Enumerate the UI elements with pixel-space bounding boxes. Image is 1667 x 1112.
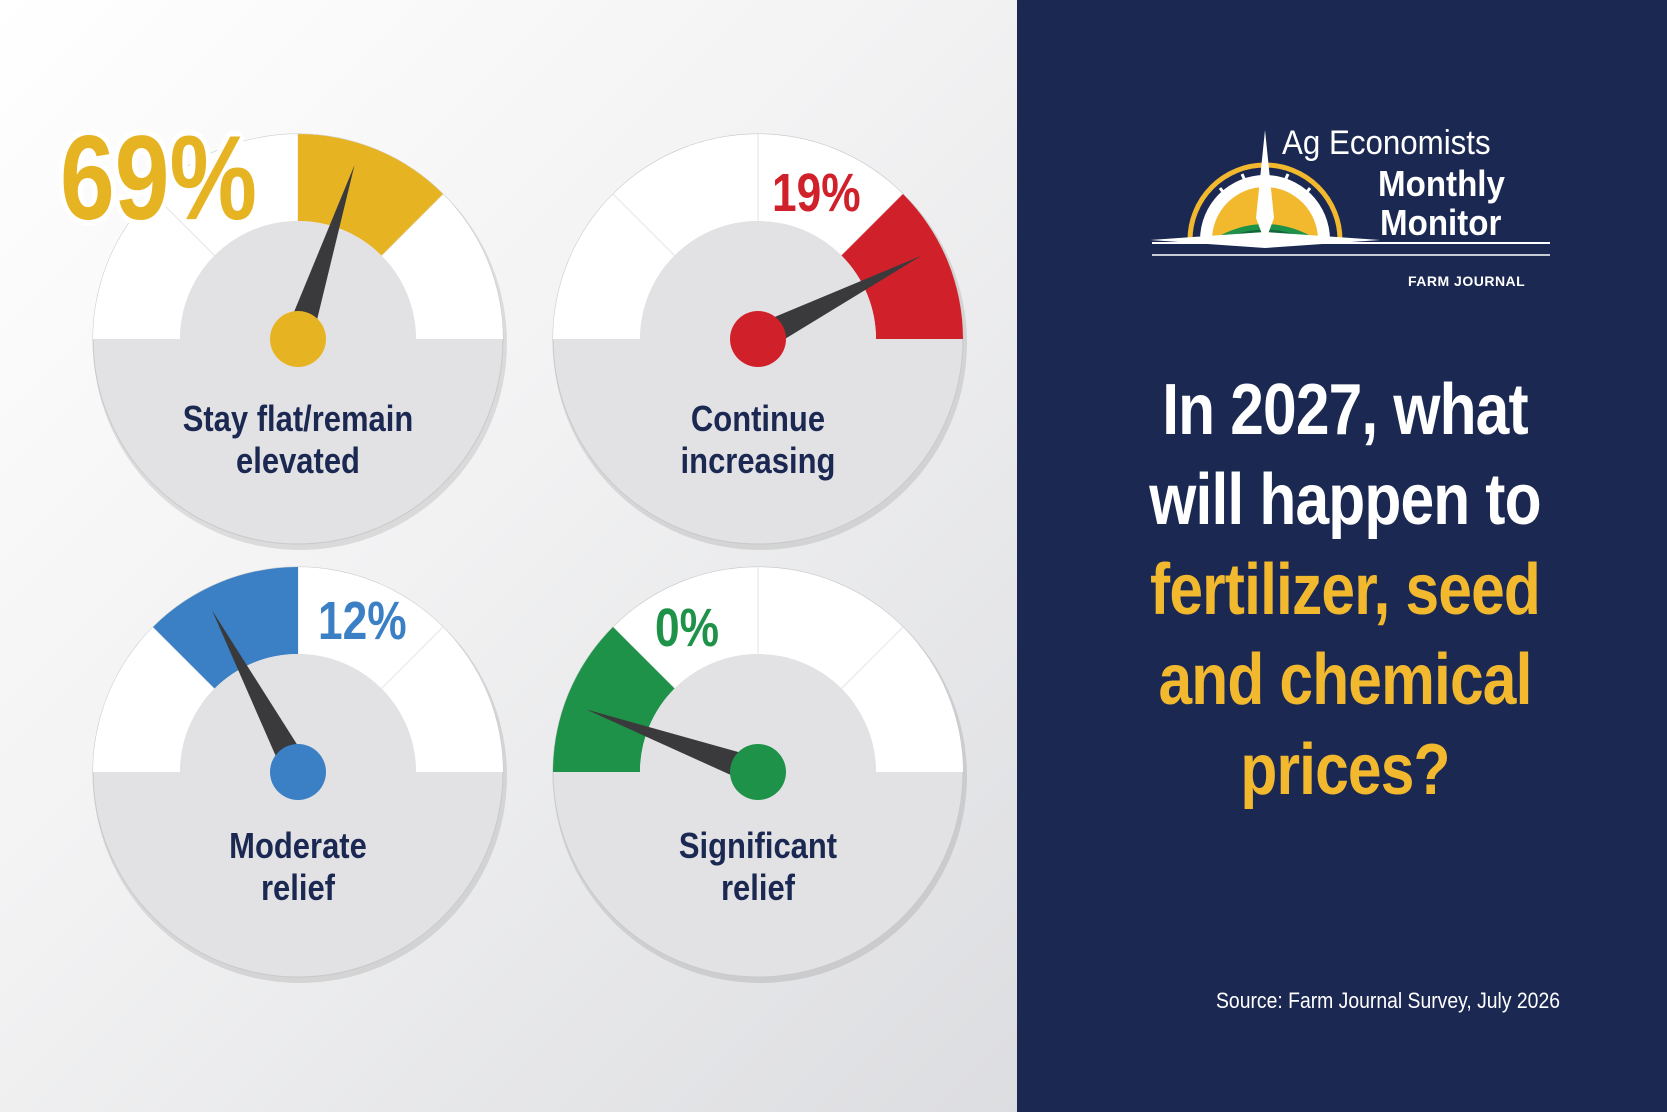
gauge-divider-moderate-relief-2 — [380, 626, 444, 690]
gauge-hub-continue-increasing — [730, 311, 786, 367]
pct-label-continue-increasing: 19% — [772, 163, 861, 223]
ag-economists-logo: Ag Economists Monthly Monitor FARM JOURN… — [1150, 124, 1550, 290]
gauge-divider-significant-relief-2 — [840, 626, 904, 690]
gauge-hub-significant-relief — [730, 744, 786, 800]
gauge-label-stay-flat-line2: elevated — [236, 440, 360, 481]
pct-label-stay-flat: 69% — [60, 111, 257, 245]
gauge-inner-stay-flat — [180, 221, 416, 339]
pct-label-moderate-relief: 12% — [318, 591, 407, 651]
gauge-band-significant-relief — [553, 627, 675, 772]
gauge-needle-moderate-relief — [212, 610, 311, 779]
gauge-label-moderate-relief-line1: Moderate — [229, 825, 367, 866]
question-line1: In 2027, what — [1162, 370, 1528, 450]
question-line3: fertilizer, seed — [1150, 550, 1541, 630]
logo-line2: Monthly — [1378, 163, 1505, 204]
gauge-divider-continue-increasing-0 — [612, 193, 676, 257]
gauge-inner-moderate-relief — [180, 654, 416, 772]
gauge-label-continue-increasing-line2: increasing — [680, 440, 836, 481]
gauges-chart — [92, 133, 967, 983]
gauge-ring-continue-increasing — [553, 134, 963, 339]
gauge-label-significant-relief-line1: Significant — [678, 825, 838, 866]
question-line5: prices? — [1240, 730, 1450, 810]
gauge-label-continue-increasing: Continue increasing — [629, 398, 887, 482]
gauge-needle-significant-relief — [586, 709, 763, 786]
question-line2: will happen to — [1149, 460, 1541, 540]
question-panel — [1017, 0, 1667, 1112]
gauge-label-significant-relief: Significant relief — [629, 825, 887, 909]
question-line4: and chemical — [1158, 640, 1532, 720]
gauge-label-stay-flat: Stay flat/remain elevated — [169, 398, 427, 482]
gauge-divider-stay-flat-0 — [152, 193, 216, 257]
question-heading: In 2027, what will happen to fertilizer,… — [1127, 365, 1564, 815]
pct-label-significant-relief: 0% — [655, 598, 719, 658]
gauge-hub-stay-flat — [270, 311, 326, 367]
gauge-band-moderate-relief — [153, 567, 298, 689]
logo-line1: Ag Economists — [1282, 124, 1491, 162]
source-note: Source: Farm Journal Survey, July 2026 — [1216, 988, 1560, 1013]
gauge-hub-moderate-relief — [270, 744, 326, 800]
gauge-needle-stay-flat — [284, 164, 355, 344]
gauge-label-significant-relief-line2: relief — [720, 867, 795, 908]
gauge-ring-significant-relief — [553, 567, 963, 772]
logo-line3: Monitor — [1380, 202, 1502, 243]
gauge-label-continue-increasing-line1: Continue — [690, 398, 826, 439]
farm-journal-brand: FARM JOURNAL — [1408, 273, 1526, 289]
gauge-label-stay-flat-line1: Stay flat/remain — [182, 398, 414, 439]
gauge-label-moderate-relief: Moderate relief — [169, 825, 427, 909]
gauge-label-moderate-relief-line2: relief — [260, 867, 335, 908]
gauge-needle-continue-increasing — [751, 255, 922, 352]
compass-sun-icon — [1150, 130, 1550, 256]
